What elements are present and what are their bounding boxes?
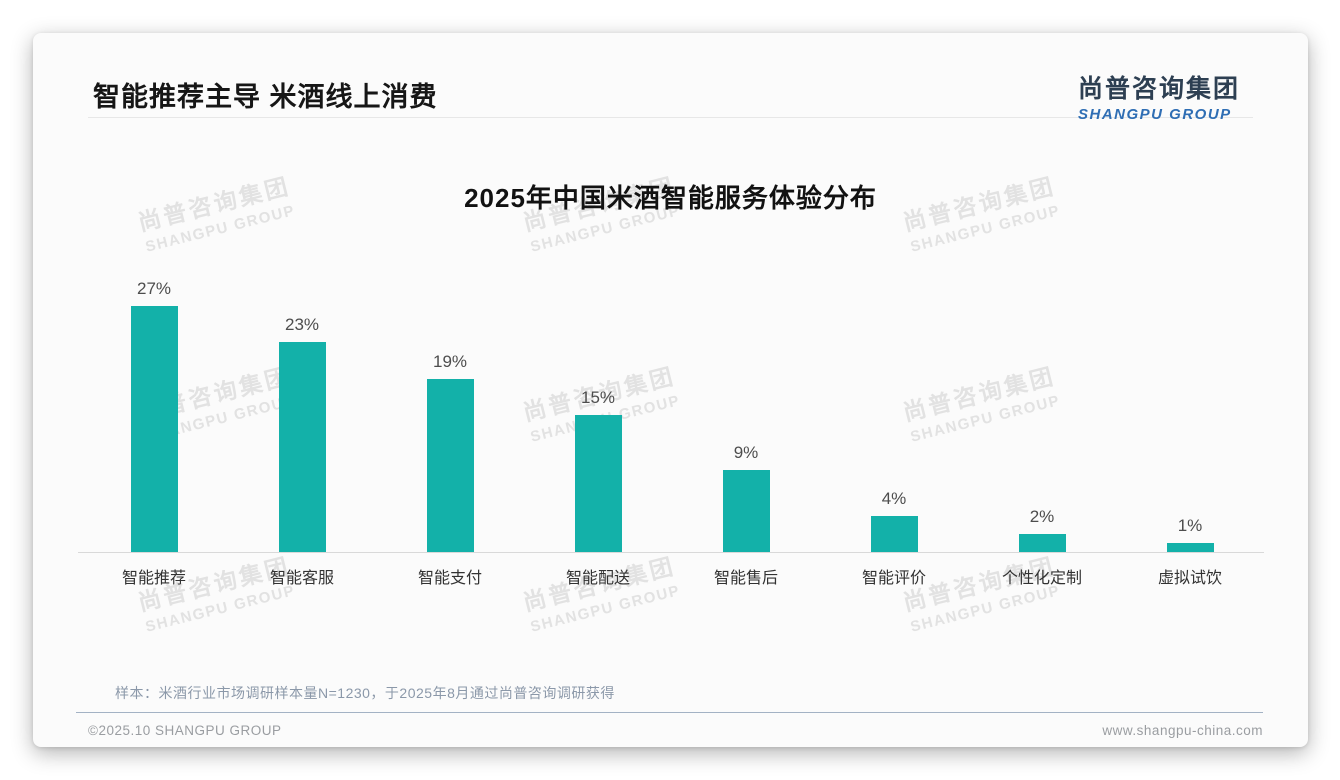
bar-group: 2% xyxy=(968,33,1116,552)
bar-group: 27% xyxy=(80,33,228,552)
bar xyxy=(870,516,918,552)
bar-group: 19% xyxy=(376,33,524,552)
bar-group: 4% xyxy=(820,33,968,552)
footer: ©2025.10 SHANGPU GROUP www.shangpu-china… xyxy=(33,723,1308,738)
bar-value-label: 27% xyxy=(136,279,172,298)
sample-note: 样本：米酒行业市场调研样本量N=1230，于2025年8月通过尚普咨询调研获得 xyxy=(115,685,615,701)
footer-divider xyxy=(76,712,1263,713)
x-axis-label: 虚拟试饮 xyxy=(1157,570,1222,587)
bar-value-label: 19% xyxy=(432,352,468,371)
company-logo: 尚普咨询集团 SHANGPU GROUP xyxy=(1078,69,1240,123)
bar-value-label: 4% xyxy=(881,489,907,508)
website-text: www.shangpu-china.com xyxy=(1102,723,1263,738)
bar xyxy=(130,306,178,552)
x-axis-label: 个性化定制 xyxy=(1001,570,1082,587)
bar-group: 23% xyxy=(228,33,376,552)
bar xyxy=(574,415,622,552)
bars-area: 27% 23% 19% 15% 9% 4% 2% 1% xyxy=(80,33,1264,552)
bar xyxy=(722,470,770,552)
bar-value-label: 1% xyxy=(1177,516,1203,535)
bar-value-label: 9% xyxy=(733,443,759,462)
bar-group: 9% xyxy=(672,33,820,552)
slide-card: 尚普咨询集团 SHANGPU GROUP 尚普咨询集团 SHANGPU GROUP 尚普… xyxy=(33,33,1308,747)
page-title: 智能推荐主导 米酒线上消费 xyxy=(93,82,438,112)
x-axis-line xyxy=(78,552,1264,553)
header-divider xyxy=(88,117,1253,118)
logo-english-text: SHANGPU GROUP xyxy=(1077,106,1232,123)
bar-value-label: 2% xyxy=(1029,507,1055,526)
copyright-text: ©2025.10 SHANGPU GROUP xyxy=(88,723,282,738)
x-axis-label: 智能客服 xyxy=(269,570,334,587)
bar xyxy=(278,342,326,552)
x-axis-label: 智能配送 xyxy=(565,570,630,587)
bar xyxy=(1018,534,1066,552)
bar-group: 1% xyxy=(1116,33,1264,552)
chart-title: 2025年中国米酒智能服务体验分布 xyxy=(464,183,877,213)
x-axis-label: 智能推荐 xyxy=(121,570,186,587)
logo-chinese-text: 尚普咨询集团 xyxy=(1077,75,1240,103)
x-axis-labels: 智能推荐 智能客服 智能支付 智能配送 智能售后 智能评价 个性化定制 虚拟试饮 xyxy=(80,564,1264,588)
header: 智能推荐主导 米酒线上消费 尚普咨询集团 SHANGPU GROUP xyxy=(33,33,1308,123)
bar-value-label: 15% xyxy=(580,388,616,407)
bar-chart: 2025年中国米酒智能服务体验分布 27% 23% 19% 15% 9% 4% 2% 1% 智… xyxy=(33,33,1308,747)
x-axis-label: 智能支付 xyxy=(417,570,482,587)
x-axis-label: 智能评价 xyxy=(861,570,926,587)
bar-value-label: 23% xyxy=(284,315,320,334)
bar-group: 15% xyxy=(524,33,672,552)
bar xyxy=(1166,543,1214,552)
bar xyxy=(426,379,474,552)
x-axis-label: 智能售后 xyxy=(713,570,778,587)
